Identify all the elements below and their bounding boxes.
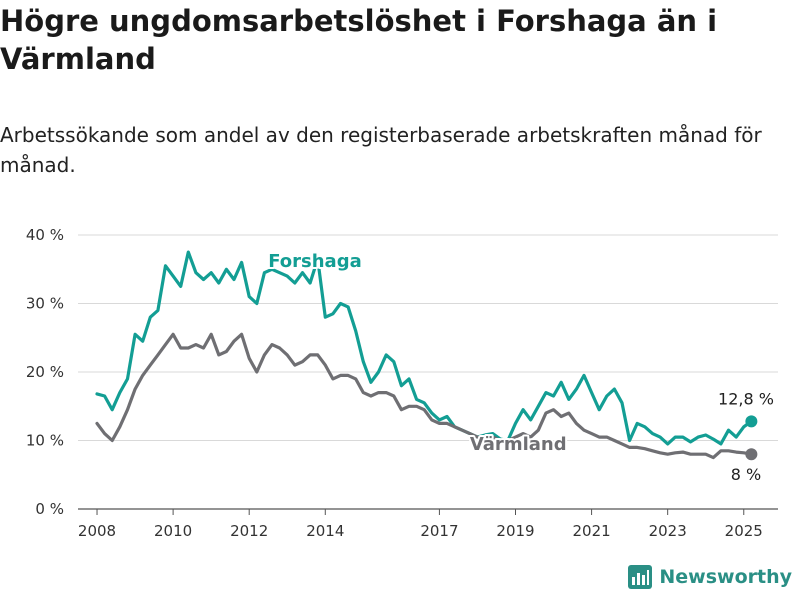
newsworthy-logo-icon <box>628 565 653 589</box>
end-point-värmland <box>745 448 758 461</box>
series-label-värmland: Värmland <box>470 434 567 455</box>
series-line-forshaga <box>95 250 753 446</box>
brand-name: Newsworthy <box>659 566 792 588</box>
y-tick-label: 40 % <box>26 226 64 244</box>
series-labels: 12,8 % 8 % Forshaga Värmland <box>266 249 774 484</box>
x-tick-label: 2023 <box>649 522 687 540</box>
gridlines <box>78 234 778 510</box>
x-tick-label: 2021 <box>572 522 610 540</box>
end-value-label: 12,8 % <box>718 389 774 408</box>
end-value-label: 8 % <box>731 465 761 484</box>
end-point-forshaga <box>745 415 758 428</box>
x-tick-label: 2012 <box>230 522 268 540</box>
chart-title: Högre ungdomsarbetslöshet i Forshaga än … <box>0 4 718 76</box>
y-tick-label: 30 % <box>26 295 64 313</box>
y-tick-label: 10 % <box>26 432 64 450</box>
x-tick-label: 2017 <box>420 522 458 540</box>
series-lines <box>95 250 758 461</box>
x-tick-label: 2014 <box>306 522 344 540</box>
x-tick-label: 2010 <box>154 522 192 540</box>
series-label-forshaga: Forshaga <box>268 251 362 272</box>
x-tick-label: 2025 <box>725 522 763 540</box>
y-tick-label: 20 % <box>26 363 64 381</box>
x-tick-label: 2019 <box>496 522 534 540</box>
y-axis: 0 % 10 % 20 % 30 % 40 % <box>26 226 64 518</box>
x-axis: 2008 2010 2012 2014 2017 2019 2021 2023 2025 <box>78 509 763 540</box>
chart-subtitle: Arbetssökande som andel av den registerb… <box>0 123 762 177</box>
series-line-värmland <box>95 332 753 460</box>
y-tick-label: 0 % <box>35 500 64 518</box>
x-tick-label: 2008 <box>78 522 116 540</box>
brand-logo: Newsworthy <box>627 564 792 590</box>
